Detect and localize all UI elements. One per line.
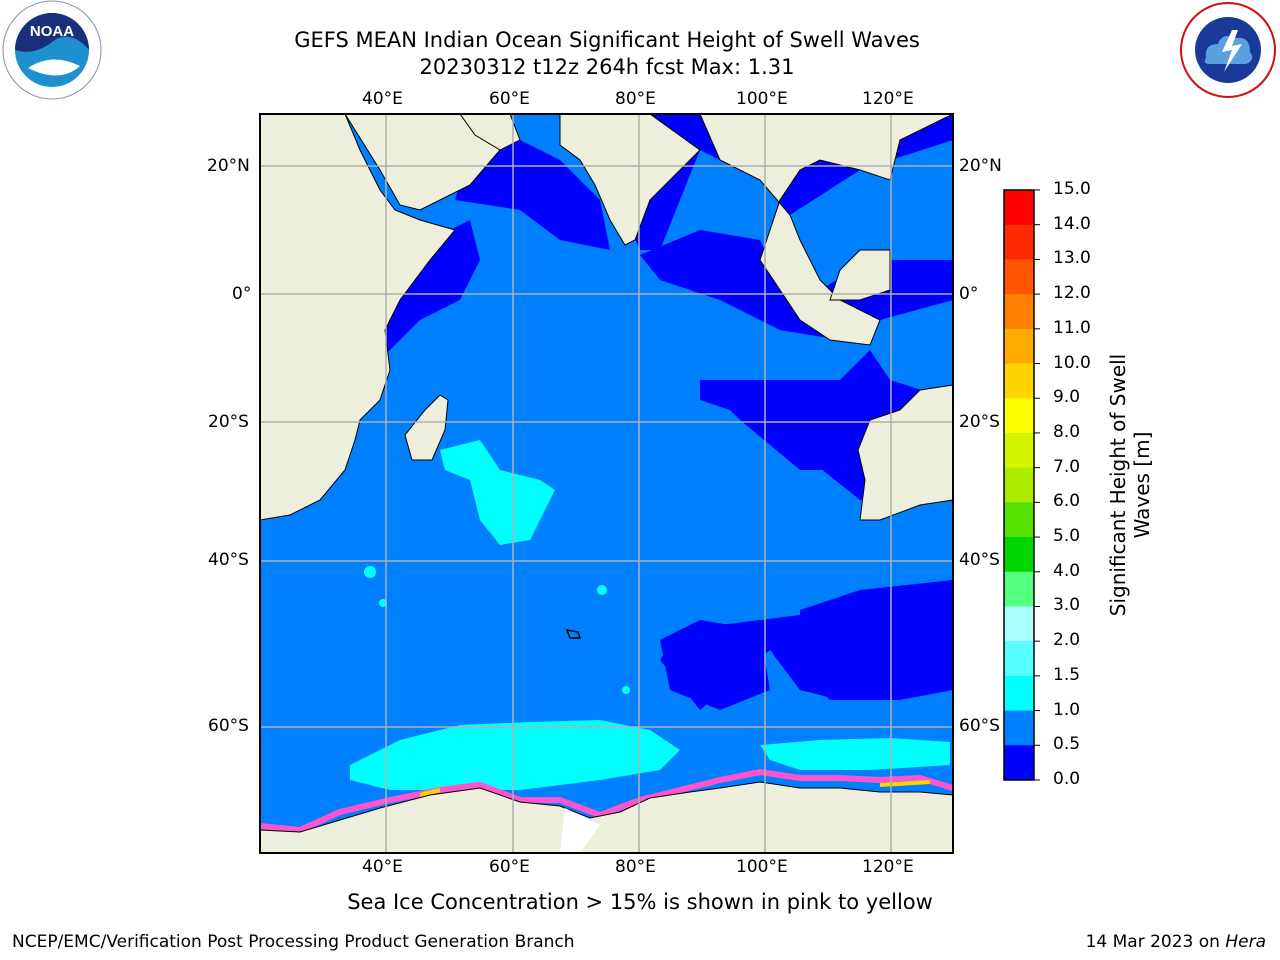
land-arabia: [344, 114, 501, 211]
lon-tick-bottom-80e: 80°E: [615, 857, 656, 877]
colorbar-frame: [1003, 189, 1035, 781]
colorbar-tick-label: 6.0: [1053, 491, 1081, 512]
high-swell-patch-1: [440, 440, 555, 545]
colorbar-tick-label: 3.0: [1053, 595, 1081, 616]
lat-tick-left-60s: 60°S: [208, 716, 249, 736]
colorbar-segment: [1004, 606, 1034, 642]
colorbar-tick-label: 2.0: [1053, 630, 1081, 651]
low-swell-west-aus: [700, 380, 870, 470]
colorbar-segment: [1004, 641, 1034, 677]
colorbar-tick-label: 15.0: [1053, 179, 1091, 199]
colorbar-segment: [1004, 432, 1034, 469]
lat-tick-right-20n: 20°N: [959, 156, 1002, 176]
lon-tick-bottom-60e: 60°E: [489, 857, 530, 877]
nws-logo: [1180, 2, 1276, 98]
colorbar-segment: [1004, 328, 1034, 365]
colorbar-tick-label: 7.0: [1053, 456, 1081, 477]
colorbar-tick-label: 1.0: [1053, 699, 1081, 720]
colorbar-segment: [1004, 190, 1034, 226]
colorbar-tick-label: 12.0: [1053, 283, 1091, 304]
colorbar-tick-label: 14.0: [1053, 213, 1091, 234]
colorbar-title-line2: Waves [m]: [1130, 431, 1154, 539]
svg-text:NOAA: NOAA: [30, 23, 74, 40]
colorbar-tick-label: 10.0: [1053, 352, 1091, 373]
colorbar-tick-label: 4.0: [1053, 560, 1081, 581]
colorbar-segment: [1004, 224, 1034, 260]
land-southeast-asia: [699, 114, 953, 346]
sea-ice-edge: [260, 768, 953, 834]
colorbar-title: Significant Height of Swell Waves [m]: [1106, 354, 1154, 616]
low-swell-north: [455, 140, 610, 250]
colorbar-segment: [1004, 294, 1034, 330]
colorbar-segment: [1004, 363, 1034, 399]
colorbar-segment: [1004, 398, 1034, 434]
colorbar-tick-label: 5.0: [1053, 526, 1081, 547]
colorbar-tick-label: 0.0: [1053, 769, 1081, 789]
land-kerguelen: [565, 629, 582, 639]
low-swell-somali: [375, 220, 480, 360]
colorbar-segment: [1004, 259, 1034, 295]
colorbar-segment: [1004, 571, 1034, 607]
lat-tick-right-20s: 20°S: [959, 412, 1000, 432]
graticule: [260, 114, 953, 853]
land-australia: [857, 384, 953, 521]
lat-tick-left-20s: 20°S: [208, 412, 249, 432]
lat-tick-left-40s: 40°S: [208, 550, 249, 570]
high-swell-southern-east: [760, 738, 950, 770]
footer-machine: Hera: [1225, 932, 1266, 952]
colorbar-segment: [1004, 502, 1034, 538]
land-borneo: [829, 249, 891, 301]
colorbar-tick-label: 0.5: [1053, 734, 1081, 755]
lat-tick-right-60s: 60°S: [959, 716, 1000, 736]
colorbar-segment: [1004, 745, 1034, 781]
lon-tick-top-120e: 120°E: [862, 89, 914, 109]
lat-tick-left-20n: 20°N: [207, 156, 250, 176]
land-india: [559, 114, 701, 246]
sea-ice-note: Sea Ice Concentration > 15% is shown in …: [347, 890, 933, 914]
colorbar: [1003, 189, 1040, 781]
low-swell-south-a: [660, 620, 770, 710]
land-madagascar: [404, 394, 449, 461]
lat-tick-right-0: 0°: [959, 284, 979, 304]
colorbar-tick-label: 1.5: [1053, 664, 1081, 685]
footer-credit: NCEP/EMC/Verification Post Processing Pr…: [12, 932, 575, 952]
colorbar-title-line1: Significant Height of Swell: [1106, 353, 1130, 617]
lon-tick-top-60e: 60°E: [489, 89, 530, 109]
colorbar-tick-label: 8.0: [1053, 421, 1081, 442]
colorbar-segment: [1004, 675, 1034, 712]
footer-date: 14 Mar 2023 on Hera: [1086, 932, 1266, 952]
lat-tick-left-0: 0°: [232, 284, 252, 304]
map-frame: [259, 113, 954, 854]
chart-subtitle: 20230312 t12z 264h fcst Max: 1.31: [419, 55, 795, 79]
colorbar-tick-label: 11.0: [1053, 317, 1091, 338]
chart-title: GEFS MEAN Indian Ocean Significant Heigh…: [294, 28, 920, 52]
low-swell-south-b: [800, 580, 953, 700]
lon-tick-top-40e: 40°E: [362, 89, 403, 109]
lon-tick-top-80e: 80°E: [615, 89, 656, 109]
colorbar-segment: [1004, 710, 1034, 746]
colorbar-segment: [1004, 537, 1034, 573]
lat-tick-right-40s: 40°S: [959, 550, 1000, 570]
footer-date-text: 14 Mar 2023 on: [1085, 932, 1226, 952]
lon-tick-bottom-40e: 40°E: [362, 857, 403, 877]
lon-tick-bottom-100e: 100°E: [736, 857, 788, 877]
high-swell-southern-band: [350, 720, 680, 790]
colorbar-segment: [1004, 467, 1034, 503]
colorbar-tick-label: 13.0: [1053, 248, 1091, 269]
colorbar-tick-label: 9.0: [1053, 387, 1081, 408]
land-antarctica: [260, 781, 953, 853]
lon-tick-bottom-120e: 120°E: [862, 857, 914, 877]
noaa-logo: NOAA: [2, 0, 102, 100]
lon-tick-top-100e: 100°E: [736, 89, 788, 109]
